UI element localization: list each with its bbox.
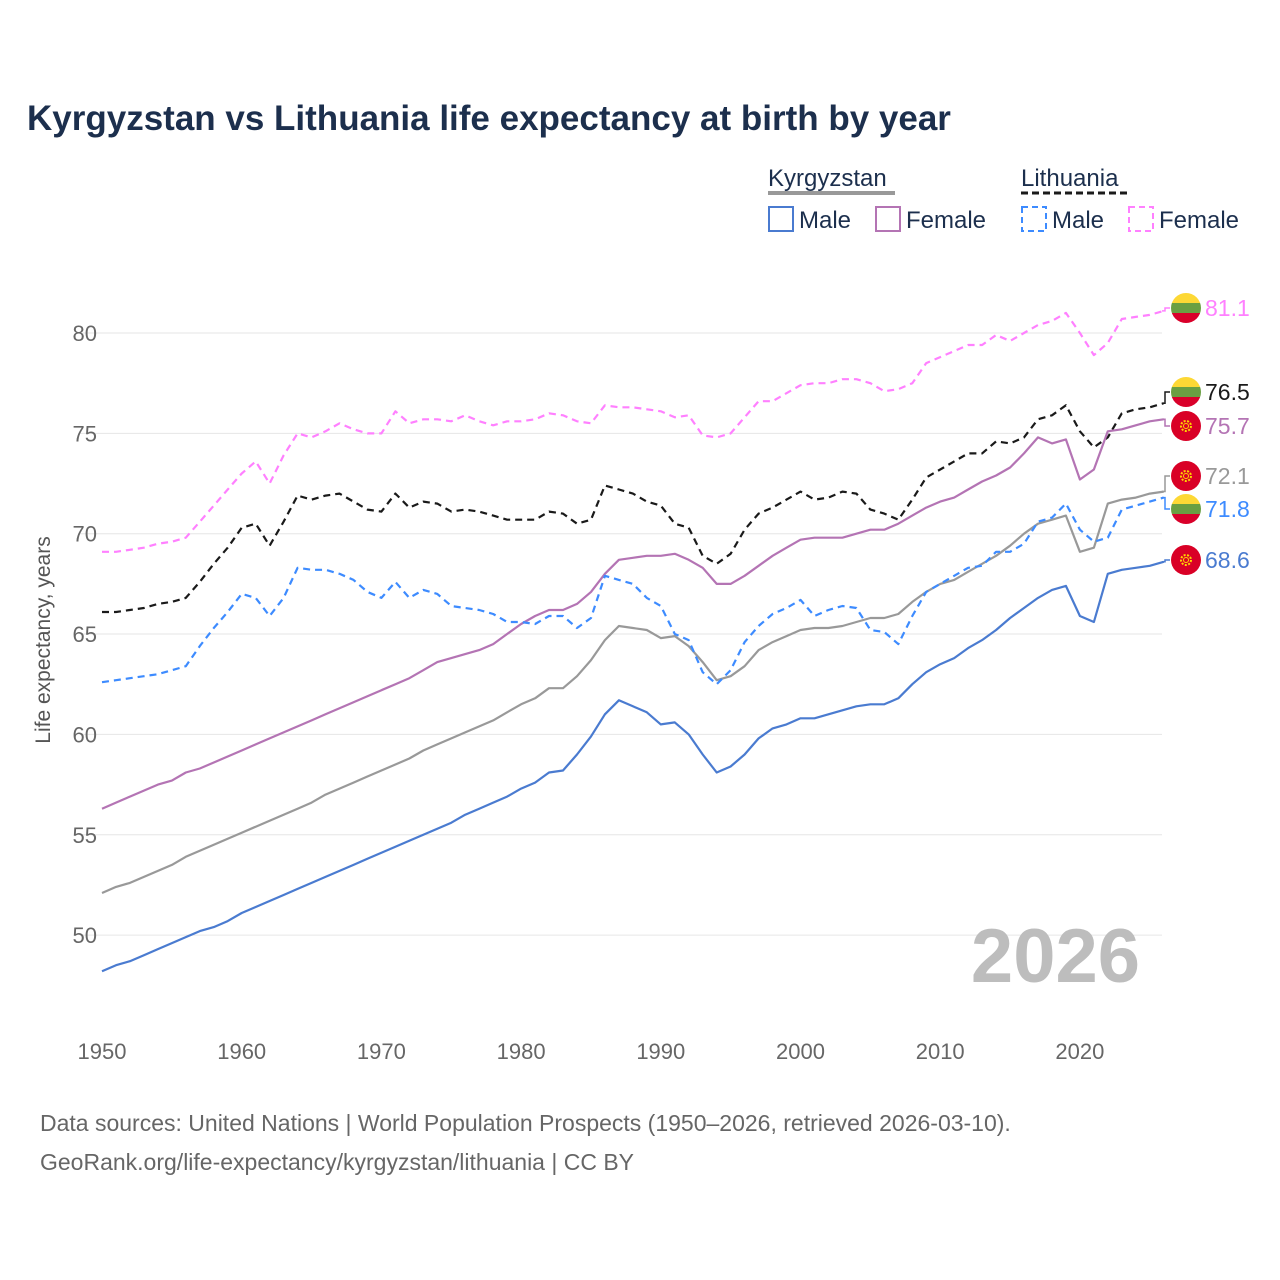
y-tick-label: 75 (73, 421, 97, 446)
kyrgyzstan-flag-icon (1171, 411, 1201, 441)
label-connector (1162, 559, 1170, 563)
end-label-kyrgyzstan-female: 75.7 (1205, 413, 1250, 439)
legend-label-kyrgyzstan-female: Female (906, 207, 986, 234)
kyrgyzstan-flag-icon (1171, 545, 1201, 575)
flag-stripe-red (1171, 397, 1201, 407)
lithuania-flag-icon (1171, 494, 1201, 524)
flag-sun-center (1183, 557, 1189, 563)
flag-stripe-red (1171, 313, 1201, 323)
end-label-lithuania-total: 76.5 (1205, 379, 1250, 405)
x-tick-label: 1950 (78, 1039, 127, 1064)
year-watermark: 2026 (971, 914, 1140, 999)
x-tick-label: 2020 (1055, 1039, 1104, 1064)
y-axis-ticks: 50 55 60 65 70 75 80 (73, 321, 97, 948)
flag-sun-center (1183, 473, 1189, 479)
y-tick-label: 80 (73, 321, 97, 346)
series-line-lithuania-male (101, 496, 1165, 686)
lithuania-flag-icon (1171, 377, 1201, 407)
x-tick-label: 1980 (497, 1039, 546, 1064)
legend-label-kyrgyzstan-male: Male (799, 207, 851, 234)
x-axis-ticks: 1950 1960 1970 1980 1990 2000 2010 2020 (78, 1039, 1105, 1064)
legend-swatch-lithuania-female (1128, 206, 1154, 232)
y-axis-label: Life expectancy, years (32, 536, 55, 743)
legend: Kyrgyzstan Male Female Lithuania Male Fe… (768, 165, 1239, 234)
flag-stripes (1171, 377, 1201, 407)
flag-stripes (1171, 494, 1201, 524)
flag-stripe-red (1171, 514, 1201, 524)
flag-stripes (1171, 293, 1201, 323)
legend-swatch-lithuania-male (1021, 206, 1047, 232)
x-tick-label: 2010 (916, 1039, 965, 1064)
x-tick-label: 1990 (636, 1039, 685, 1064)
y-tick-label: 70 (73, 522, 97, 547)
end-label-lithuania-male: 71.8 (1205, 496, 1250, 522)
source-line-2: GeoRank.org/life-expectancy/kyrgyzstan/l… (40, 1149, 634, 1175)
label-connector (1162, 307, 1170, 312)
end-label-kyrgyzstan-male: 68.6 (1205, 547, 1250, 573)
flag-sun-center (1183, 423, 1189, 429)
kyrgyzstan-flag-icon (1171, 461, 1201, 491)
end-label-kyrgyzstan-total: 72.1 (1205, 463, 1250, 489)
y-tick-label: 55 (73, 823, 97, 848)
series-line-kyrgyzstan-total (101, 490, 1164, 895)
flag-stripe-green (1171, 303, 1201, 313)
label-connector (1162, 391, 1170, 404)
lithuania-flag-icon (1171, 293, 1201, 323)
flag-sun (1180, 420, 1192, 432)
y-tick-label: 65 (73, 622, 97, 647)
flag-stripe-green (1171, 504, 1201, 514)
flag-sun (1180, 554, 1192, 566)
legend-swatch-kyrgyzstan-male (768, 206, 794, 232)
x-tick-label: 1960 (217, 1039, 266, 1064)
flag-sun (1180, 470, 1192, 482)
legend-label-lithuania-male: Male (1052, 207, 1104, 234)
x-tick-label: 1970 (357, 1039, 406, 1064)
end-label-lithuania-female: 81.1 (1205, 295, 1250, 321)
y-tick-label: 60 (73, 722, 97, 747)
series-line-kyrgyzstan-male (101, 560, 1165, 973)
series-line-kyrgyzstan-female (101, 418, 1164, 810)
grid-lines (80, 332, 1162, 936)
legend-label-lithuania-female: Female (1159, 207, 1239, 234)
flag-stripe-yellow (1171, 377, 1201, 387)
legend-swatch-kyrgyzstan-female (875, 206, 901, 232)
chart-title: Kyrgyzstan vs Lithuania life expectancy … (27, 99, 951, 138)
series-line-lithuania-total (102, 402, 1165, 614)
series-line-lithuania-female (102, 309, 1165, 553)
label-connector (1162, 475, 1170, 493)
flag-stripe-yellow (1171, 494, 1201, 504)
label-connector (1162, 418, 1170, 427)
series-lines (101, 309, 1165, 973)
flag-stripe-green (1171, 387, 1201, 397)
x-tick-label: 2000 (776, 1039, 825, 1064)
flag-stripe-yellow (1171, 293, 1201, 303)
legend-group-lithuania: Lithuania (1021, 165, 1119, 192)
y-tick-label: 50 (73, 923, 97, 948)
source-line-1: Data sources: United Nations | World Pop… (40, 1110, 1011, 1136)
label-connector (1162, 496, 1170, 510)
legend-group-kyrgyzstan: Kyrgyzstan (768, 165, 887, 192)
end-labels: 81.1 76.5 75.7 72.1 71.8 68.6 (1162, 293, 1250, 575)
